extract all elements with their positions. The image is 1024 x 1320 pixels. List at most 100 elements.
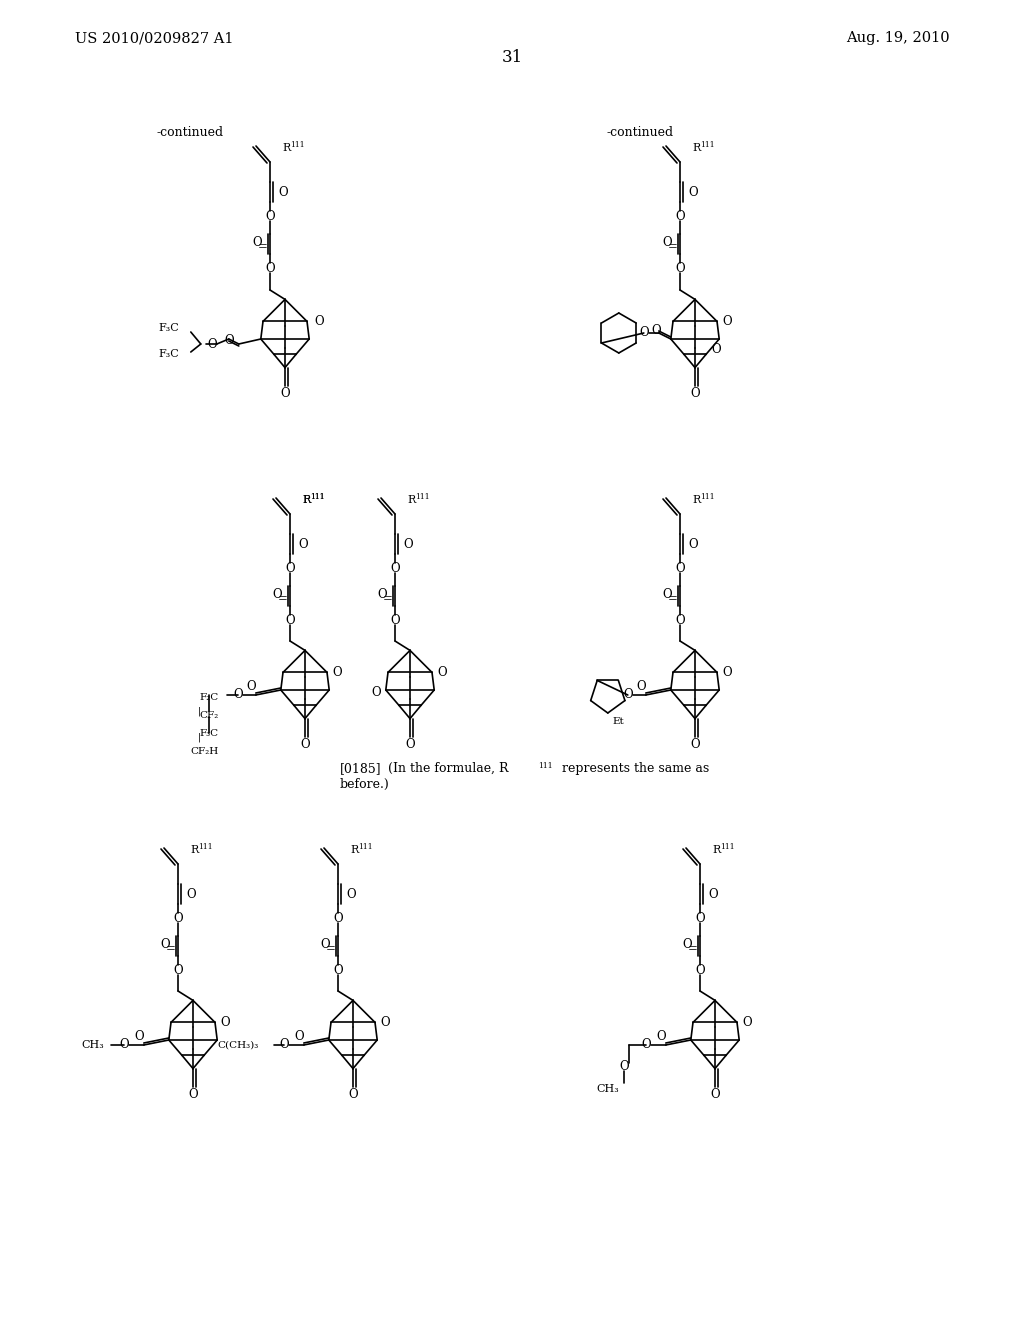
Text: 111: 111 — [720, 843, 734, 851]
Text: =: = — [279, 593, 288, 606]
Text: O: O — [252, 236, 262, 249]
Text: R: R — [190, 845, 199, 855]
Text: O: O — [220, 1016, 229, 1028]
Text: R: R — [712, 845, 720, 855]
Text: 111: 111 — [198, 843, 213, 851]
Text: =: = — [258, 240, 268, 253]
Text: O: O — [618, 1060, 629, 1073]
Text: O: O — [742, 1016, 752, 1028]
Text: O: O — [207, 338, 217, 351]
Text: O: O — [233, 689, 243, 701]
Text: O: O — [224, 334, 233, 347]
Text: O: O — [160, 939, 170, 952]
Text: O: O — [390, 561, 399, 574]
Text: F₃C: F₃C — [200, 729, 219, 738]
Text: O: O — [636, 680, 645, 693]
Text: CH₃: CH₃ — [81, 1040, 103, 1049]
Text: O: O — [711, 1088, 720, 1101]
Text: O: O — [663, 589, 672, 602]
Text: O: O — [246, 680, 256, 693]
Text: 111: 111 — [358, 843, 373, 851]
Text: O: O — [286, 561, 295, 574]
Text: O: O — [286, 614, 295, 627]
Text: O: O — [675, 210, 685, 223]
Text: R: R — [692, 143, 700, 153]
Text: O: O — [690, 387, 699, 400]
Text: O: O — [688, 537, 697, 550]
Text: O: O — [663, 236, 672, 249]
Text: O: O — [380, 1016, 390, 1028]
Text: 111: 111 — [700, 141, 715, 149]
Text: O: O — [722, 315, 732, 327]
Text: |: | — [199, 733, 202, 742]
Text: O: O — [675, 261, 685, 275]
Text: 111: 111 — [538, 762, 553, 770]
Text: -continued: -continued — [606, 127, 674, 140]
Text: 111: 111 — [700, 492, 715, 502]
Text: C(CH₃)₃: C(CH₃)₃ — [217, 1040, 259, 1049]
Text: O: O — [333, 912, 343, 924]
Text: O: O — [188, 1088, 198, 1101]
Text: O: O — [709, 887, 718, 900]
Text: R: R — [692, 495, 700, 506]
Text: O: O — [656, 1030, 666, 1043]
Text: O: O — [265, 261, 274, 275]
Text: O: O — [695, 912, 705, 924]
Text: O: O — [294, 1030, 303, 1043]
Text: O: O — [346, 887, 355, 900]
Text: O: O — [332, 665, 342, 678]
Text: R: R — [407, 495, 416, 506]
Text: O: O — [712, 343, 721, 356]
Text: O: O — [641, 1039, 650, 1052]
Text: F₃C: F₃C — [158, 348, 179, 359]
Text: =: = — [668, 240, 678, 253]
Text: Et: Et — [612, 717, 625, 726]
Text: CH₃: CH₃ — [596, 1084, 618, 1094]
Text: 111: 111 — [310, 492, 325, 502]
Text: O: O — [298, 537, 308, 550]
Text: O: O — [186, 887, 196, 900]
Text: O: O — [333, 964, 343, 977]
Text: Aug. 19, 2010: Aug. 19, 2010 — [847, 30, 950, 45]
Text: =: = — [326, 942, 336, 956]
Text: 31: 31 — [502, 49, 522, 66]
Text: O: O — [279, 1039, 289, 1052]
Text: O: O — [371, 686, 381, 700]
Text: 111: 111 — [310, 492, 325, 502]
Text: O: O — [119, 1039, 129, 1052]
Text: O: O — [675, 561, 685, 574]
Text: O: O — [314, 315, 324, 327]
Text: O: O — [682, 939, 692, 952]
Text: =: = — [688, 942, 698, 956]
Text: O: O — [377, 589, 387, 602]
Text: |: | — [199, 706, 202, 715]
Text: =: = — [383, 593, 393, 606]
Text: O: O — [272, 589, 282, 602]
Text: O: O — [403, 537, 413, 550]
Text: F₂C: F₂C — [200, 693, 219, 701]
Text: O: O — [722, 665, 732, 678]
Text: O: O — [406, 738, 415, 751]
Text: 111: 111 — [415, 492, 430, 502]
Text: R: R — [282, 143, 290, 153]
Text: O: O — [300, 738, 310, 751]
Text: O: O — [279, 186, 288, 198]
Text: O: O — [265, 210, 274, 223]
Text: O: O — [623, 689, 633, 701]
Text: O: O — [390, 614, 399, 627]
Text: [0185]: [0185] — [340, 762, 382, 775]
Text: F₃C: F₃C — [158, 323, 179, 333]
Text: O: O — [639, 326, 648, 339]
Text: represents the same as: represents the same as — [558, 762, 710, 775]
Text: R: R — [350, 845, 358, 855]
Text: =: = — [166, 942, 176, 956]
Text: CF₂H: CF₂H — [190, 747, 219, 755]
Text: O: O — [173, 912, 183, 924]
Text: -continued: -continued — [157, 127, 223, 140]
Text: O: O — [695, 964, 705, 977]
Text: before.): before.) — [340, 777, 390, 791]
Text: O: O — [134, 1030, 143, 1043]
Text: O: O — [675, 614, 685, 627]
Text: O: O — [173, 964, 183, 977]
Text: O: O — [321, 939, 330, 952]
